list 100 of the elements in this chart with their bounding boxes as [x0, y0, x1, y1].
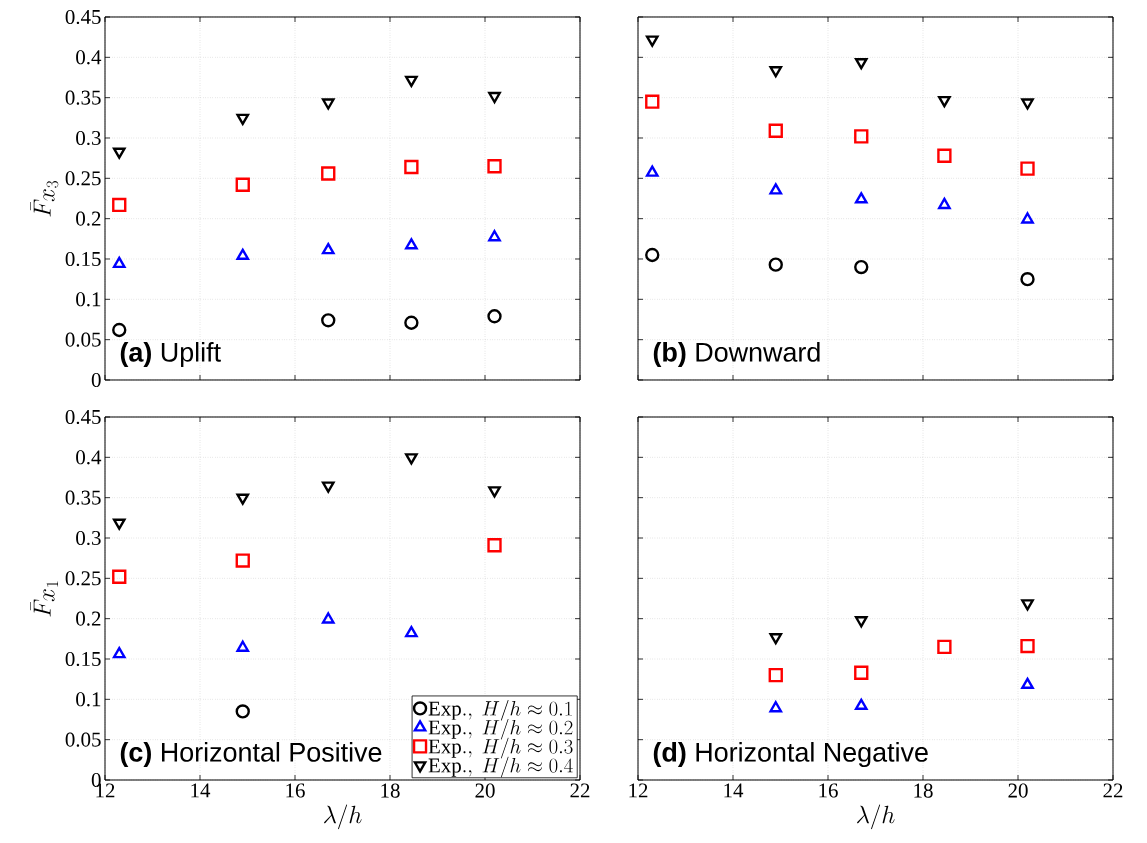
point — [1021, 677, 1034, 689]
y-axis-title: $\bar{F}_{x_1}$ — [30, 581, 59, 617]
x-tick-label: 18 — [914, 783, 933, 798]
point — [769, 701, 783, 713]
point — [938, 197, 951, 210]
y-axis-title: $\bar{F}_{x_3}$ — [30, 180, 59, 217]
point — [645, 35, 659, 47]
point — [1020, 161, 1035, 176]
point — [235, 553, 250, 568]
y-tick-label: 0.1 — [76, 692, 101, 707]
x-tick-label: 18 — [381, 783, 400, 798]
point — [1021, 599, 1034, 611]
point — [768, 123, 783, 138]
annotation: (c) Horizontal Positive — [120, 742, 382, 768]
point — [321, 166, 336, 181]
point — [236, 493, 250, 505]
legend-label: $\mathrm{Exp.},\ H/h \approx 0.4$ — [428, 756, 573, 778]
point — [645, 165, 659, 177]
point — [112, 569, 127, 584]
point — [937, 639, 952, 655]
x-axis-title: $\lambda/h$ — [857, 804, 895, 830]
y-tick-label: 0.3 — [76, 530, 101, 546]
point — [487, 538, 502, 553]
point — [768, 257, 783, 272]
point — [1020, 271, 1035, 287]
y-tick-label: 0.35 — [65, 490, 101, 505]
point — [112, 147, 126, 159]
point — [1020, 638, 1035, 654]
point — [937, 148, 952, 163]
y-tick-label: 0.25 — [65, 171, 101, 186]
y-tick-label: 0.15 — [65, 651, 101, 667]
x-axis-title: $\lambda/h$ — [324, 804, 362, 830]
y-tick-label: 0.4 — [76, 50, 102, 65]
point — [321, 98, 335, 110]
point — [645, 247, 660, 263]
point — [487, 309, 502, 324]
annotation: (b) Downward — [653, 342, 820, 368]
point — [854, 57, 868, 70]
point — [112, 322, 127, 338]
point — [1021, 212, 1034, 224]
y-tick-label: 0.2 — [76, 211, 101, 226]
point — [236, 113, 250, 125]
y-tick-label: 0.05 — [65, 732, 101, 747]
point — [405, 453, 418, 465]
point — [854, 616, 868, 628]
point — [487, 159, 502, 174]
y-tick-label: 0.15 — [65, 251, 101, 267]
point — [405, 75, 418, 88]
point — [769, 66, 783, 78]
point — [1021, 98, 1034, 110]
point — [405, 238, 418, 250]
point — [488, 91, 501, 104]
y-tick-label: 0.45 — [65, 409, 101, 425]
point — [112, 197, 127, 213]
y-tick-label: 0.3 — [76, 130, 101, 146]
y-tick-label: 0 — [91, 372, 101, 388]
y-tick-label: 0.2 — [76, 611, 101, 626]
point — [769, 183, 783, 195]
y-tick-label: 0.05 — [65, 332, 101, 347]
point — [235, 177, 250, 192]
point — [321, 242, 335, 255]
legend-label: $\mathrm{Exp.},\ H/h \approx 0.2$ — [428, 718, 573, 740]
x-tick-label: 12 — [629, 783, 648, 798]
x-tick-label: 20 — [475, 783, 495, 798]
point — [236, 640, 250, 652]
point — [938, 95, 951, 108]
point — [321, 612, 335, 624]
y-tick-label: 0.35 — [65, 90, 101, 105]
x-tick-label: 14 — [191, 783, 211, 798]
legend-label: $\mathrm{Exp.},\ H/h \approx 0.1$ — [428, 699, 572, 721]
x-tick-label: 20 — [1008, 783, 1028, 798]
point — [488, 486, 501, 498]
point — [854, 698, 868, 710]
annotation: (a) Uplift — [120, 342, 221, 368]
annotation: (d) Horizontal Negative — [653, 742, 928, 768]
point — [321, 313, 336, 328]
point — [854, 259, 869, 275]
point — [236, 248, 250, 260]
x-tick-label: 22 — [1103, 783, 1123, 798]
x-tick-label: 16 — [819, 783, 838, 798]
point — [321, 481, 335, 493]
point — [768, 667, 783, 683]
y-tick-label: 0.25 — [65, 571, 101, 586]
y-tick-label: 0.45 — [65, 9, 101, 25]
x-tick-label: 14 — [724, 783, 744, 798]
point — [404, 159, 419, 175]
point — [645, 94, 660, 109]
point — [404, 315, 419, 330]
point — [112, 646, 126, 659]
x-tick-label: 16 — [286, 783, 305, 798]
point — [854, 192, 868, 204]
point — [112, 518, 126, 530]
legend-label: $\mathrm{Exp.},\ H/h \approx 0.3$ — [428, 737, 573, 759]
x-tick-label: 22 — [570, 783, 590, 798]
point — [769, 633, 783, 645]
point — [112, 256, 126, 269]
y-tick-label: 0.1 — [76, 292, 101, 307]
y-tick-label: 0.4 — [76, 450, 102, 465]
point — [854, 665, 869, 680]
point — [854, 129, 869, 144]
